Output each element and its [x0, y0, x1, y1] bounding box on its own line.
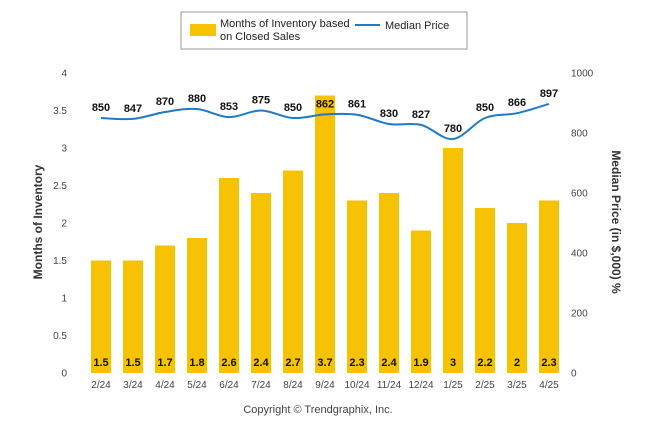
- bar-value-label: 1.7: [157, 357, 172, 369]
- y-tick-label: 0: [61, 369, 67, 380]
- legend: Months of Inventory based on Closed Sale…: [180, 11, 468, 50]
- median-price-label: 827: [412, 109, 430, 121]
- legend-label-bar-line1: Months of Inventory based: [220, 18, 350, 30]
- bar-value-label: 2.2: [477, 357, 492, 369]
- bar-value-label: 2.6: [221, 357, 236, 369]
- bar-value-label: 3: [450, 357, 456, 369]
- inventory-bar: [411, 230, 431, 373]
- x-tick-label: 10/24: [344, 380, 369, 391]
- inventory-bar: [219, 178, 239, 373]
- y-tick-label: 3.5: [53, 106, 67, 117]
- x-tick-label: 3/25: [507, 380, 527, 391]
- bar-value-label: 2.3: [541, 357, 556, 369]
- x-tick-label: 8/24: [283, 380, 303, 391]
- median-price-label: 830: [380, 108, 398, 120]
- bar-value-label: 2.4: [253, 357, 269, 369]
- y-tick-label: 0.5: [53, 331, 67, 342]
- y2-tick-label: 200: [571, 309, 588, 320]
- x-tick-label: 7/24: [251, 380, 271, 391]
- bar-value-label: 2.7: [285, 357, 300, 369]
- inventory-bar: [443, 148, 463, 373]
- inventory-bar: [379, 193, 399, 373]
- inventory-bar: [91, 260, 111, 373]
- median-price-label: 780: [444, 123, 462, 135]
- x-tick-label: 2/24: [91, 380, 111, 391]
- x-tick-label: 5/24: [187, 380, 207, 391]
- y2-axis-title: Median Price (in $,000) %: [609, 150, 623, 294]
- inventory-bar: [283, 170, 303, 373]
- y2-tick-label: 0: [571, 369, 577, 380]
- legend-label-line: Median Price: [385, 20, 449, 32]
- median-price-label: 866: [508, 97, 526, 109]
- median-price-label: 870: [156, 96, 174, 108]
- inventory-bar: [539, 200, 559, 373]
- y2-tick-label: 600: [571, 189, 588, 200]
- inventory-bar: [475, 208, 495, 373]
- x-tick-label: 11/24: [377, 380, 402, 391]
- bar-value-label: 2: [514, 357, 520, 369]
- inventory-bar: [507, 223, 527, 373]
- x-tick-label: 1/25: [443, 380, 463, 391]
- inventory-bar: [315, 95, 335, 373]
- y-tick-label: 4: [61, 69, 67, 80]
- x-tick-label: 4/24: [155, 380, 175, 391]
- y2-axis-ticks: 0 200 400 600 800 1000: [571, 69, 594, 380]
- median-price-label: 897: [540, 88, 558, 100]
- median-price-label: 861: [348, 99, 366, 111]
- bar-value-label: 3.7: [317, 357, 332, 369]
- y2-tick-label: 400: [571, 249, 588, 260]
- bar-series: [91, 95, 559, 373]
- bar-value-label: 1.8: [189, 357, 204, 369]
- legend-swatch-bar: [190, 24, 216, 36]
- legend-box: [180, 11, 468, 50]
- median-price-label: 875: [252, 95, 270, 107]
- median-price-label: 847: [124, 103, 142, 115]
- x-tick-label: 2/25: [475, 380, 495, 391]
- y-tick-label: 1.5: [53, 256, 67, 267]
- legend-label-bar-line2: on Closed Sales: [220, 31, 301, 43]
- median-price-label: 850: [284, 102, 302, 114]
- median-price-label: 850: [476, 102, 494, 114]
- y-tick-label: 2.5: [53, 181, 67, 192]
- bar-value-label: 1.9: [413, 357, 428, 369]
- median-price-label: 853: [220, 101, 238, 113]
- y-axis-ticks: 0 0.5 1 1.5 2 2.5 3 3.5 4: [53, 69, 67, 380]
- bar-value-label: 2.3: [349, 357, 364, 369]
- median-price-label: 850: [92, 102, 110, 114]
- inventory-bar: [187, 238, 207, 373]
- inventory-bar: [251, 193, 271, 373]
- x-tick-label: 6/24: [219, 380, 239, 391]
- y-tick-label: 2: [61, 219, 67, 230]
- x-tick-label: 9/24: [315, 380, 335, 391]
- inventory-bar: [347, 200, 367, 373]
- bar-value-labels: 1.5 1.5 1.7 1.8 2.6 2.4 2.7 3.7 2.3 2.4 1.9 3 2.2 2 2.…: [93, 357, 556, 369]
- inventory-bar: [123, 260, 143, 373]
- inventory-bar: [155, 245, 175, 373]
- median-price-line: [100, 102, 550, 141]
- y-axis-title: Months of Inventory: [31, 164, 45, 279]
- bar-value-label: 1.5: [125, 357, 140, 369]
- x-axis-ticks: 2/24 3/24 4/24 5/24 6/24 7/24 8/24 9/24 10/24 11/…: [91, 380, 559, 391]
- bar-value-label: 1.5: [93, 357, 108, 369]
- line-value-labels: 850 847 870 880 853 875 850 862 861 830 827 780 850 8…: [92, 88, 558, 135]
- line-series: [100, 102, 550, 141]
- x-tick-label: 4/25: [539, 380, 559, 391]
- x-tick-label: 3/24: [123, 380, 143, 391]
- x-tick-label: 12/24: [408, 380, 433, 391]
- copyright-footer: Copyright © Trendgraphix, Inc.: [243, 404, 392, 416]
- y2-tick-label: 800: [571, 129, 588, 140]
- y-tick-label: 1: [61, 294, 67, 305]
- y2-tick-label: 1000: [571, 69, 594, 80]
- median-price-label: 880: [188, 93, 206, 105]
- y-tick-label: 3: [61, 144, 67, 155]
- bar-value-label: 2.4: [381, 357, 397, 369]
- median-price-label: 862: [316, 98, 334, 110]
